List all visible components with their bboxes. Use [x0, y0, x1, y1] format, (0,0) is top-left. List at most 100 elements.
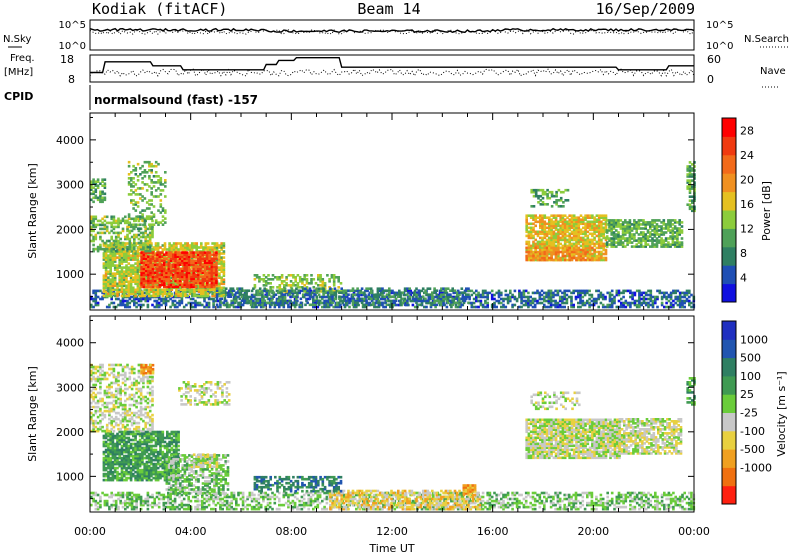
power-cell: [96, 184, 100, 187]
power-cell: [475, 293, 478, 297]
power-cell: [218, 256, 221, 259]
power-cell: [597, 254, 601, 258]
power-cell: [579, 230, 583, 234]
power-cell: [224, 303, 228, 307]
power-cell: [550, 230, 553, 234]
power-cell: [446, 287, 450, 290]
power-cell: [392, 295, 396, 298]
power-cell: [215, 255, 218, 258]
power-cell: [156, 290, 160, 294]
power-cell: [174, 285, 177, 289]
power-cell: [688, 291, 691, 295]
power-cell: [348, 305, 351, 309]
power-cell: [559, 218, 562, 221]
power-cell: [181, 273, 184, 277]
power-cell: [206, 246, 210, 249]
power-cell: [584, 222, 587, 226]
power-cell: [600, 256, 603, 260]
power-cell: [123, 272, 126, 275]
power-cell: [197, 253, 200, 256]
power-cell: [123, 248, 126, 251]
power-cell: [195, 288, 198, 292]
power-cell: [612, 233, 616, 236]
power-cell: [612, 219, 616, 222]
power-cell: [604, 224, 608, 228]
power-cell: [365, 287, 368, 290]
power-cell: [608, 239, 611, 242]
power-cell: [194, 263, 198, 266]
power-cell: [138, 288, 142, 292]
power-cell: [118, 270, 121, 273]
power-cell: [142, 235, 145, 239]
power-cell: [151, 277, 155, 281]
power-cell: [252, 287, 255, 290]
power-cell: [326, 293, 330, 296]
power-cell: [178, 255, 182, 258]
power-cell: [599, 301, 603, 305]
power-cell: [577, 248, 581, 252]
power-cell: [278, 276, 282, 279]
power-cell: [172, 275, 175, 279]
power-cell: [104, 272, 108, 275]
power-cell: [167, 285, 171, 289]
power-cell: [197, 271, 200, 275]
power-cell: [303, 276, 306, 279]
power-cell: [107, 262, 110, 265]
power-cell: [149, 265, 152, 269]
power-cell: [285, 278, 288, 281]
power-cell: [525, 258, 528, 262]
power-cell: [391, 289, 394, 293]
power-cell: [132, 280, 135, 283]
power-cell: [253, 274, 257, 277]
power-cell: [222, 260, 226, 263]
power-cell: [109, 280, 112, 283]
power-cell: [224, 299, 228, 303]
power-cell: [169, 271, 173, 275]
power-cell: [121, 229, 125, 233]
power-cell: [160, 273, 164, 277]
power-cell: [101, 196, 104, 200]
power-cell: [220, 280, 223, 283]
power-cell: [222, 256, 226, 259]
power-cell: [540, 289, 544, 293]
power-cell: [539, 242, 542, 246]
power-cell: [323, 282, 327, 285]
power-cell: [111, 288, 115, 292]
power-cell: [285, 276, 288, 279]
power-cell: [103, 182, 107, 185]
power-cell: [181, 294, 185, 298]
power-cell: [165, 279, 168, 283]
power-cell: [284, 291, 288, 295]
power-cell: [136, 278, 140, 281]
power-cell: [107, 246, 110, 249]
power-cell: [600, 214, 603, 217]
power-cell: [161, 207, 165, 210]
power-cell: [669, 291, 673, 295]
power-cell: [152, 164, 156, 168]
power-cell: [193, 294, 196, 298]
power-cell: [275, 289, 279, 293]
power-cell: [665, 301, 668, 305]
power-cell: [210, 297, 213, 301]
power-cell: [633, 299, 637, 303]
power-cell: [235, 305, 238, 309]
power-cell: [617, 233, 620, 236]
power-cell: [159, 181, 163, 184]
power-cell: [125, 284, 128, 288]
power-cell: [320, 287, 323, 290]
power-cell: [563, 246, 567, 250]
power-cell: [160, 255, 164, 258]
power-cell: [586, 246, 590, 250]
power-cell: [159, 211, 163, 214]
power-cell: [525, 250, 528, 254]
power-cell: [337, 286, 340, 289]
power-cell: [527, 248, 531, 252]
power-cell: [185, 279, 189, 283]
power-cell: [326, 303, 330, 307]
power-cell: [139, 235, 143, 239]
power-cell: [192, 277, 195, 281]
power-cell: [190, 279, 193, 283]
power-cell: [506, 297, 510, 301]
power-cell: [323, 284, 327, 287]
power-cell: [211, 288, 214, 292]
